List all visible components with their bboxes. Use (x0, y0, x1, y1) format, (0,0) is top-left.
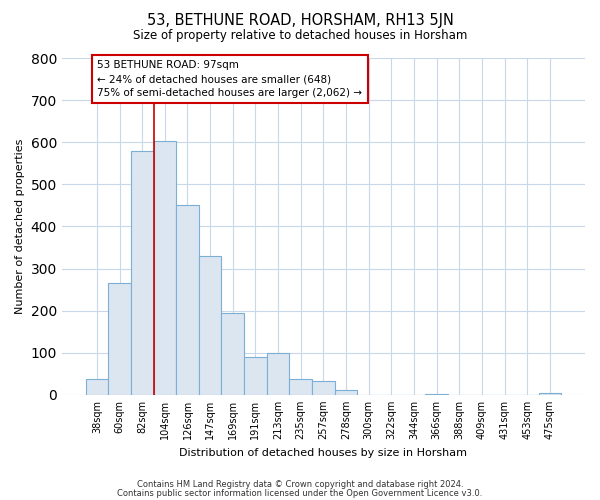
Bar (539, 392, 561, 395)
Bar (425, 394, 448, 395)
Text: Contains public sector information licensed under the Open Government Licence v3: Contains public sector information licen… (118, 488, 482, 498)
Text: 53, BETHUNE ROAD, HORSHAM, RH13 5JN: 53, BETHUNE ROAD, HORSHAM, RH13 5JN (146, 12, 454, 28)
Bar (312, 382, 335, 395)
Bar (86, 379, 108, 395)
Bar (131, 150, 154, 395)
Bar (221, 312, 244, 395)
Text: Contains HM Land Registry data © Crown copyright and database right 2024.: Contains HM Land Registry data © Crown c… (137, 480, 463, 489)
Bar (108, 283, 131, 395)
Bar (199, 256, 221, 395)
Text: 53 BETHUNE ROAD: 97sqm
← 24% of detached houses are smaller (648)
75% of semi-de: 53 BETHUNE ROAD: 97sqm ← 24% of detached… (97, 60, 362, 98)
Text: Size of property relative to detached houses in Horsham: Size of property relative to detached ho… (133, 28, 467, 42)
Bar (289, 379, 312, 395)
Bar (267, 352, 289, 395)
X-axis label: Distribution of detached houses by size in Horsham: Distribution of detached houses by size … (179, 448, 467, 458)
Bar (335, 390, 358, 395)
Bar (154, 142, 176, 395)
Bar (244, 357, 267, 395)
Y-axis label: Number of detached properties: Number of detached properties (15, 138, 25, 314)
Bar (176, 206, 199, 395)
